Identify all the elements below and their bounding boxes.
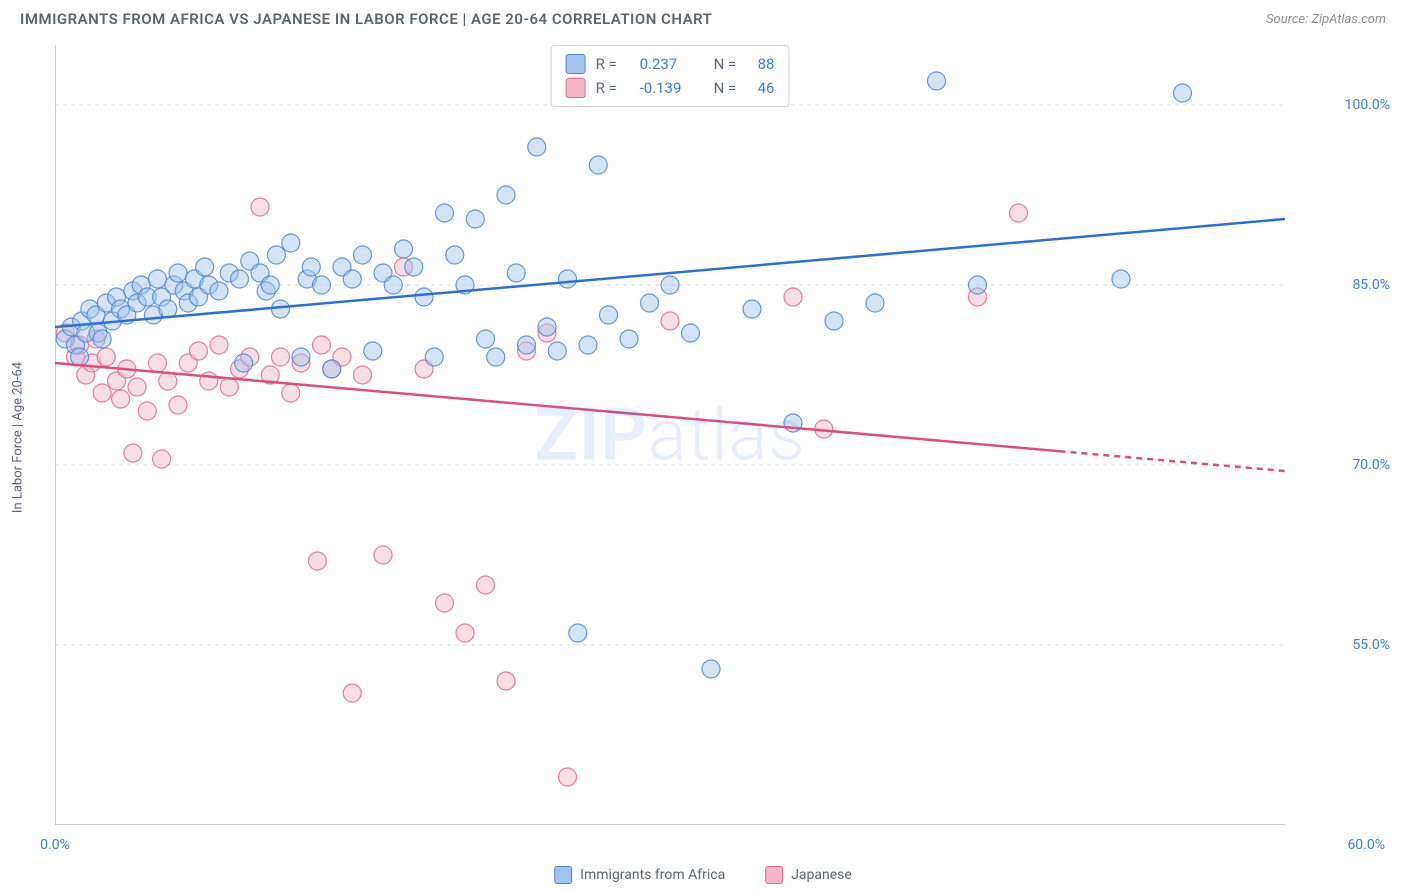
y-axis-label: In Labor Force | Age 20-64 [11,362,26,513]
chart-title: IMMIGRANTS FROM AFRICA VS JAPANESE IN LA… [20,10,712,28]
legend-label-japanese: Japanese [791,867,852,883]
correlation-stats-box: R = 0.237 N = 88 R = -0.139 N = 46 [551,45,790,107]
y-tick-label: 55.0% [1352,637,1390,653]
source-attribution: Source: ZipAtlas.com [1266,12,1386,27]
scatter-plot [55,45,1285,825]
bottom-legend: Immigrants from Africa Japanese [554,866,852,884]
n-label: N = [714,79,748,97]
source-label: Source: [1266,12,1308,27]
x-tick-left: 0.0% [40,837,70,853]
r-label: R = [596,55,630,73]
legend-item-japanese: Japanese [765,866,852,884]
stats-row-africa: R = 0.237 N = 88 [566,52,775,76]
source-name: ZipAtlas.com [1311,12,1386,27]
y-tick-label: 100.0% [1345,97,1390,113]
legend-item-africa: Immigrants from Africa [554,866,725,884]
r-label: R = [596,79,630,97]
r-value-africa: 0.237 [640,55,704,73]
legend-swatch-africa [554,866,572,884]
y-tick-label: 70.0% [1352,457,1390,473]
chart-area: ZIPatlas R = 0.237 N = 88 R = -0.139 N =… [55,45,1285,825]
legend-swatch-japanese [765,866,783,884]
stats-swatch-japanese [566,78,586,98]
x-tick-right: 60.0% [1347,837,1385,853]
legend-label-africa: Immigrants from Africa [580,867,725,883]
stats-row-japanese: R = -0.139 N = 46 [566,76,775,100]
stats-swatch-africa [566,54,586,74]
r-value-japanese: -0.139 [640,79,704,97]
chart-header: IMMIGRANTS FROM AFRICA VS JAPANESE IN LA… [0,0,1406,36]
n-label: N = [714,55,748,73]
n-value-japanese: 46 [758,79,775,97]
n-value-africa: 88 [758,55,775,73]
y-tick-label: 85.0% [1352,277,1390,293]
